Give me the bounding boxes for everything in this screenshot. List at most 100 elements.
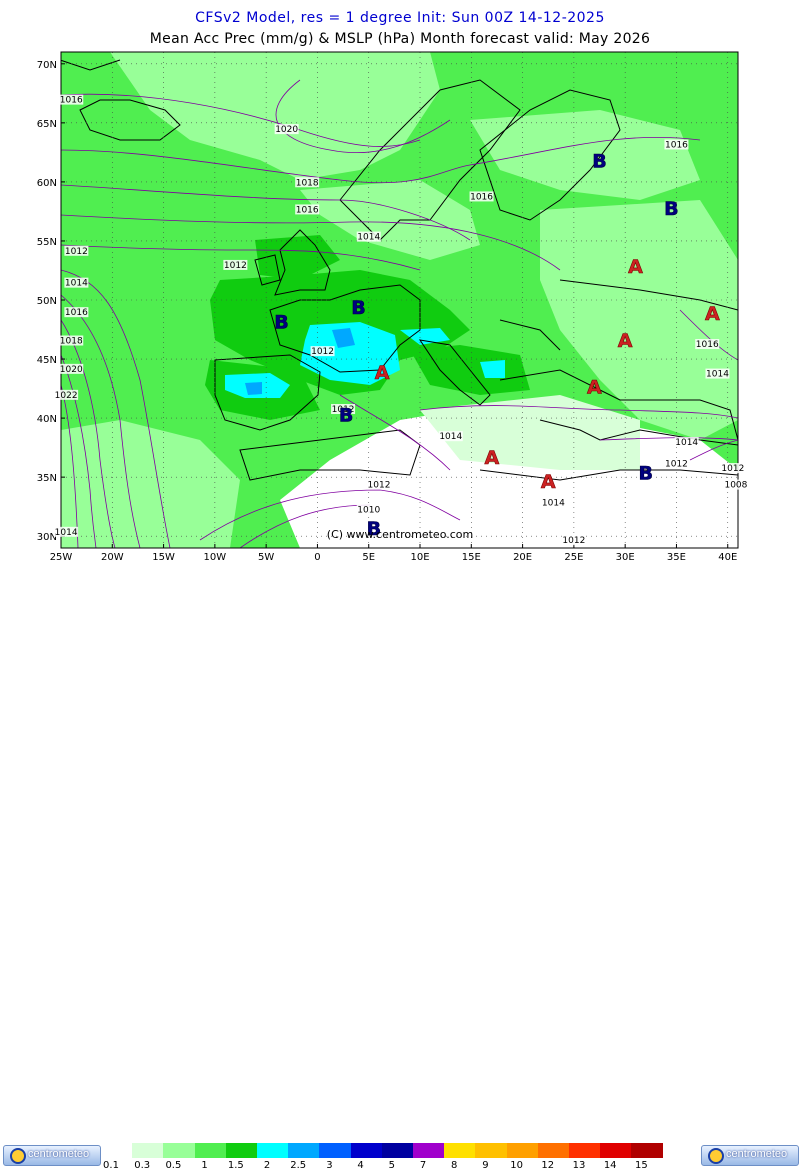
logo-right[interactable]: centrometeo (701, 1145, 799, 1166)
lat-label: 35N (37, 473, 57, 484)
isobar-label-bg (664, 458, 689, 469)
lat-label: 65N (37, 119, 57, 130)
isobar-label-bg (295, 177, 320, 188)
logo-left[interactable]: centrometeo (3, 1145, 101, 1166)
isobar-label: 1012 (311, 347, 334, 357)
isobar-label-bg (54, 526, 79, 537)
watermark: (C) www.centrometeo.com (327, 528, 473, 541)
isobar-label-bg (720, 463, 745, 474)
low-pressure-center: B (351, 297, 365, 319)
legend-label: 1 (201, 1160, 208, 1171)
precip-zone-light-north (110, 52, 440, 180)
high-pressure-center: A (628, 256, 643, 278)
legend-label: 0.5 (165, 1160, 182, 1171)
legend-swatch (350, 1143, 382, 1158)
legend-label: 4 (357, 1160, 364, 1171)
lon-label: 15W (152, 552, 175, 563)
isobar-label-bg (223, 259, 248, 270)
logo-icon (10, 1148, 26, 1164)
precip-zone-faint-med (420, 395, 640, 470)
isobar-label: 1014 (357, 233, 380, 243)
lon-label: 30E (616, 552, 635, 563)
isobar-label: 1012 (368, 481, 391, 491)
lat-label: 60N (37, 178, 57, 189)
isobar-label-bg (438, 431, 463, 442)
isobar-label-bg (356, 231, 381, 242)
isobar-label-bg (723, 479, 748, 490)
isobar-label: 1014 (55, 528, 78, 538)
lon-label: 25E (564, 552, 583, 563)
isobar-labels: 1016 1020 1018 1016 1016 1014 1016 1012 1012 1014… (54, 94, 748, 546)
isobar-label-bg (674, 437, 699, 448)
legend-swatch (537, 1143, 569, 1158)
high-pressure-center: A (618, 330, 633, 352)
isobar-label: 1022 (55, 391, 78, 401)
isobar-label: 1016 (470, 192, 493, 202)
legend-label: 0.3 (134, 1160, 151, 1171)
isobar-label-bg (64, 277, 89, 288)
lon-label: 25W (50, 552, 73, 563)
legend-swatch (288, 1143, 320, 1158)
high-pressure-center: A (484, 447, 499, 469)
legend-swatch (132, 1143, 164, 1158)
isobar-label: 1018 (60, 337, 83, 347)
precip-zone-heavy-balkans (480, 360, 505, 378)
legend-label: 2 (263, 1160, 271, 1171)
legend-label: 14 (603, 1160, 617, 1171)
low-pressure-center: B (367, 518, 381, 540)
legend-label: 7 (419, 1160, 427, 1171)
isobar-label: 1014 (675, 438, 698, 448)
legend-label: 15 (635, 1160, 648, 1171)
isobar-label-bg (59, 363, 84, 374)
precip-zone-heavy-alps (400, 328, 450, 345)
isobar-label-bg (356, 504, 381, 515)
lon-label: 5E (362, 552, 375, 563)
low-pressure-center: B (592, 151, 606, 173)
isobar-label-bg (695, 339, 720, 350)
legend-label: 8 (451, 1160, 458, 1171)
isobar-label: 1014 (439, 432, 462, 442)
legend-swatch (163, 1143, 195, 1158)
logo-icon (708, 1148, 724, 1164)
legend-swatch (194, 1143, 226, 1158)
isobar-label: 1012 (562, 536, 585, 546)
isobar-label-bg (664, 139, 689, 150)
isobar-label: 1016 (65, 308, 88, 318)
lon-label: 10E (410, 552, 429, 563)
isobar-label: 1016 (296, 205, 319, 215)
isobar-label-bg (59, 94, 84, 105)
legend-swatch (257, 1143, 289, 1158)
isobar-label: 1016 (665, 140, 688, 150)
low-pressure-center: B (274, 311, 288, 333)
isobar-label-bg (366, 479, 391, 490)
legend-label: 3 (326, 1160, 333, 1171)
lon-label: 20W (101, 552, 124, 563)
isobar-label: 1008 (724, 481, 747, 491)
isobar-label: 1016 (60, 96, 83, 106)
title-line-1: CFSv2 Model, res = 1 degree Init: Sun 00… (195, 10, 605, 26)
lat-label: 40N (37, 414, 57, 425)
isobar-label-bg (331, 404, 356, 415)
isobar-label: 1010 (357, 505, 380, 515)
legend-swatch (101, 1143, 133, 1158)
isobar-label: 1012 (224, 261, 247, 271)
isobar-label: 1012 (665, 459, 688, 469)
precip-zone-intense-spain (245, 382, 262, 395)
lon-label: 0 (314, 552, 320, 563)
legend-label: 0.1 (103, 1160, 119, 1171)
lon-label: 40E (718, 552, 737, 563)
lon-label: 5W (258, 552, 274, 563)
precip-zone-light-scandinavia (470, 110, 700, 200)
legend-swatch (600, 1143, 632, 1158)
isobar-label-bg (541, 497, 566, 508)
isobar-label: 1014 (542, 498, 565, 508)
longitude-labels: 25W 20W 15W 10W 5W 0 5E 10E 15E 20E 25E 30E 35E 40E (50, 544, 737, 563)
legend-bar: centrometeo 0.1 0.3 0.5 1 1.5 2 2.5 3 4 5 7 8 9 10 12 1… (0, 570, 800, 1171)
high-pressure-center: A (705, 303, 720, 325)
isobar-label: 1020 (60, 365, 83, 375)
precip-zone-heavy-france (300, 322, 400, 385)
legend-label: 12 (541, 1160, 555, 1171)
isobar-label-bg (64, 245, 89, 256)
legend-swatch (413, 1143, 445, 1158)
isobar-label: 1016 (696, 340, 719, 350)
